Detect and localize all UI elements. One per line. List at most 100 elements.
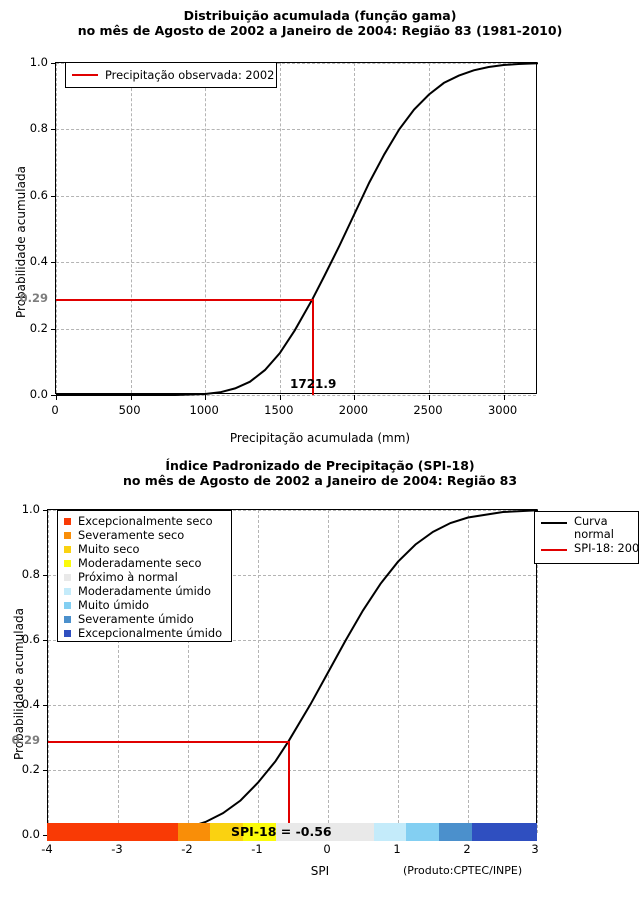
chart-title-bottom: Índice Padronizado de Precipitação (SPI-…: [0, 458, 640, 488]
gridline-v: [258, 510, 259, 833]
x-tick: [429, 395, 430, 400]
category-color-swatch: [64, 531, 71, 539]
y-tick-label: 0.2: [21, 762, 40, 776]
gridline-h: [56, 262, 536, 264]
y-tick: [51, 195, 56, 197]
y-tick-label-highlight: 0.29: [19, 290, 48, 305]
observed-precip-annotation: 1721.9: [290, 377, 337, 391]
gridline-v: [468, 510, 469, 833]
x-tick-label: 3000: [487, 403, 518, 417]
red-line-icon: [541, 549, 567, 551]
colorbar-segment-excepcionalmente-umido: [471, 823, 538, 841]
red-line-icon: [72, 74, 98, 76]
x-tick-label: 1000: [189, 403, 219, 417]
gridline-v: [503, 63, 505, 393]
colorbar-segment-severamente-umido: [439, 823, 472, 841]
observed-precip-horizontal-line: [56, 298, 313, 301]
y-tick-label-highlight: 0.29: [11, 732, 40, 747]
legend-observed-precip: Precipitação observada: 2002: [65, 62, 277, 88]
chart-title-top: Distribuição acumulada (função gama) no …: [0, 8, 640, 38]
y-tick-label: 0.4: [29, 254, 48, 269]
gridline-h: [48, 770, 536, 771]
y-tick: [43, 705, 48, 706]
colorbar-segment-moderadamente-umido: [373, 823, 407, 841]
gridline-v: [188, 510, 189, 833]
gridline-v: [118, 510, 119, 833]
y-tick-label: 1.0: [29, 55, 48, 69]
spi18-chart-panel: Índice Padronizado de Precipitação (SPI-…: [0, 450, 640, 900]
y-tick-label: 0.4: [21, 697, 40, 711]
gridline-v: [537, 510, 538, 833]
x-tick-label: 500: [118, 403, 141, 417]
category-color-swatch: [64, 559, 71, 567]
legend-item-label: Excepcionalmente úmido: [78, 626, 223, 640]
spi-colorbar: [47, 823, 538, 841]
y-tick: [51, 328, 56, 330]
colorbar-segment-moderadamente-seco: [243, 823, 276, 841]
legend-item: Muito úmido: [58, 598, 231, 612]
category-color-swatch: [64, 615, 71, 623]
gridline-h: [48, 705, 536, 706]
chart-title-top-line2: no mês de Agosto de 2002 a Janeiro de 20…: [77, 23, 563, 38]
gridline-h: [56, 63, 536, 64]
x-tick: [279, 395, 281, 400]
y-tick: [51, 395, 56, 396]
legend-item-label: Excepcionalmente seco: [78, 514, 213, 528]
gridline-v: [279, 63, 281, 393]
x-tick-label: 2000: [338, 403, 369, 417]
y-tick: [43, 835, 48, 836]
x-tick-label: -2: [181, 842, 193, 856]
legend-item-label: Próximo à normal: [78, 570, 178, 584]
legend-item: Muito seco: [58, 542, 231, 556]
gridline-h: [48, 640, 536, 641]
category-color-swatch: [64, 573, 71, 581]
cumulative-gamma-chart-panel: Distribuição acumulada (função gama) no …: [0, 8, 640, 445]
x-tick-label: 1: [393, 842, 401, 856]
colorbar-segment-muito-umido: [406, 823, 440, 841]
x-tick-label: 3: [531, 842, 539, 856]
legend-item: Severamente úmido: [58, 612, 231, 626]
legend-item-label: Moderadamente seco: [78, 556, 202, 570]
y-tick: [43, 770, 48, 771]
x-tick-label: -1: [251, 842, 263, 856]
observed-precip-vertical-line: [311, 298, 314, 395]
legend-item: Severamente seco: [58, 528, 231, 542]
gridline-v: [429, 63, 430, 393]
legend-item: Próximo à normal: [58, 570, 231, 584]
legend-spi-categories: Excepcionalmente seco Severamente seco M…: [57, 510, 232, 642]
x-tick: [503, 395, 505, 400]
gridline-h: [56, 195, 536, 197]
x-tick-label: 0: [51, 403, 59, 417]
x-tick: [205, 395, 207, 400]
chart-title-top-line1: Distribuição acumulada (função gama): [183, 8, 457, 23]
gridline-v: [56, 63, 57, 393]
y-tick: [43, 510, 48, 511]
y-tick-label: 0.6: [29, 187, 48, 202]
legend-item-label: Moderadamente úmido: [78, 584, 212, 598]
y-tick-label: 0.8: [29, 121, 48, 136]
gridline-v: [130, 63, 132, 393]
x-tick: [354, 395, 356, 400]
x-tick-label: 1500: [264, 403, 294, 417]
colorbar-segment-excepcionalmente-seco: [47, 823, 178, 841]
colorbar-segment-proximo-a-normal: [275, 823, 374, 841]
chart-title-bottom-line2: no mês de Agosto de 2002 a Janeiro de 20…: [122, 473, 518, 488]
legend-item-label: Muito úmido: [78, 598, 149, 612]
x-tick-label: 0: [323, 842, 331, 856]
gridline-v: [205, 63, 207, 393]
category-color-swatch: [64, 601, 71, 609]
legend-item-label: SPI-18: 2002: [574, 541, 640, 555]
legend-item-label: Severamente úmido: [78, 612, 194, 626]
y-tick: [51, 129, 56, 131]
y-tick-label: 0.6: [21, 632, 40, 646]
category-color-swatch: [64, 545, 71, 553]
gridline-v: [398, 510, 399, 833]
legend-item: Precipitação observada: 2002: [66, 68, 274, 82]
y-tick-label: 0.0: [29, 387, 48, 401]
gridline-h: [48, 510, 536, 511]
legend-item: Moderadamente seco: [58, 556, 231, 570]
colorbar-segment-severamente-seco: [177, 823, 211, 841]
x-tick-label: 2500: [413, 403, 443, 417]
black-line-icon: [541, 522, 567, 524]
y-tick: [43, 640, 48, 641]
